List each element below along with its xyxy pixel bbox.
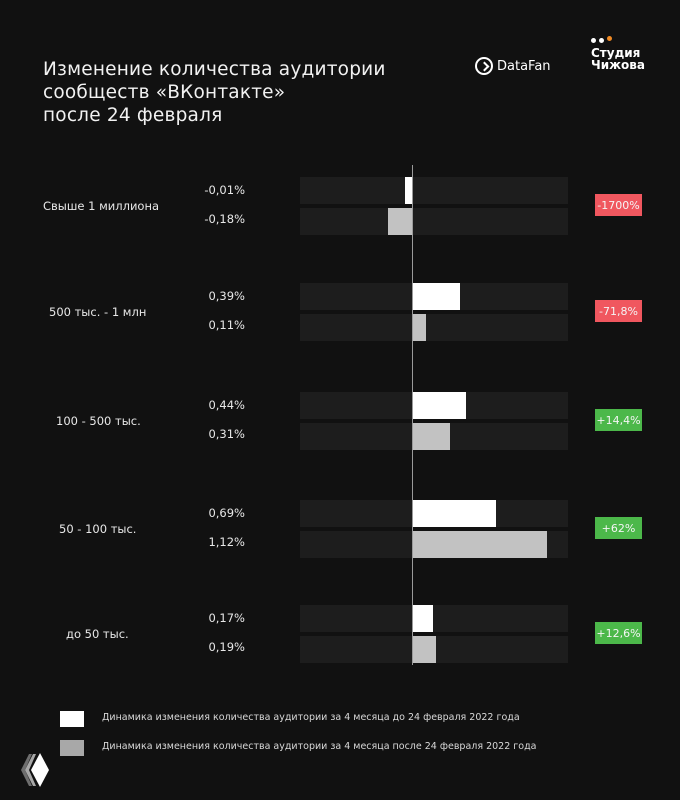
value-after: 1,12% — [208, 535, 245, 549]
group-label: 50 - 100 тыс. — [59, 522, 137, 536]
group-label: до 50 тыс. — [66, 627, 129, 641]
bar-track-after — [300, 208, 568, 235]
legend-label-after: Динамика изменения количества аудитории … — [102, 741, 537, 752]
value-after: 0,19% — [208, 640, 245, 654]
legend-label-before: Динамика изменения количества аудитории … — [102, 712, 520, 723]
value-before: 0,39% — [208, 289, 245, 303]
bar-before — [413, 500, 496, 527]
value-after: -0,18% — [204, 212, 245, 226]
bar-before — [413, 605, 434, 632]
change-badge: +14,4% — [595, 409, 642, 431]
bar-after — [413, 314, 427, 341]
title-line-1: Изменение количества аудитории — [43, 59, 386, 80]
value-after: 0,31% — [208, 427, 245, 441]
bar-after — [413, 423, 451, 450]
studio-chizhova-logo: Студия Чижова — [591, 36, 645, 72]
dots-icon — [591, 36, 645, 43]
value-before: 0,69% — [208, 506, 245, 520]
chart-title: Изменение количества аудитории сообществ… — [43, 58, 386, 127]
title-line-3: после 24 февраля — [43, 105, 223, 126]
bar-before — [413, 392, 466, 419]
legend-swatch-after — [60, 740, 84, 756]
group-label: Свыше 1 миллиона — [43, 199, 160, 213]
change-badge: +12,6% — [595, 622, 642, 644]
bar-track-before — [300, 177, 568, 204]
value-before: 0,17% — [208, 611, 245, 625]
datafan-label: DataFan — [497, 58, 551, 74]
studio-label-1: Студия — [591, 46, 641, 60]
value-after: 0,11% — [208, 318, 245, 332]
group-label: 500 тыс. - 1 млн — [49, 305, 147, 319]
zero-axis-line — [412, 165, 413, 665]
bar-before — [405, 177, 412, 204]
legend-swatch-before — [60, 711, 84, 727]
title-line-2: сообществ «ВКонтакте» — [43, 82, 286, 103]
bar-after — [388, 208, 412, 235]
datafan-logo: DataFan — [475, 57, 551, 75]
studio-label-2: Чижова — [591, 58, 645, 72]
corner-brand-icon — [21, 753, 49, 787]
change-badge: -71,8% — [595, 300, 642, 322]
bar-before — [413, 283, 460, 310]
bar-after — [413, 531, 548, 558]
group-label: 100 - 500 тыс. — [56, 414, 141, 428]
bar-track-before — [300, 605, 568, 632]
change-badge: +62% — [595, 517, 642, 539]
bar-after — [413, 636, 436, 663]
datafan-icon — [475, 57, 493, 75]
bar-track-after — [300, 314, 568, 341]
value-before: 0,44% — [208, 398, 245, 412]
change-badge: -1700% — [595, 194, 642, 216]
value-before: -0,01% — [204, 183, 245, 197]
